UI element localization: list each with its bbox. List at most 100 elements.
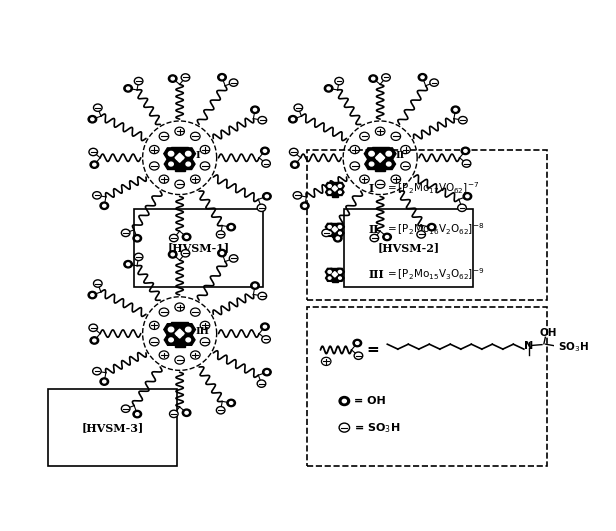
Circle shape (93, 339, 96, 342)
Polygon shape (376, 153, 384, 162)
Circle shape (258, 292, 267, 299)
Circle shape (168, 327, 174, 332)
Circle shape (339, 191, 341, 193)
Circle shape (103, 380, 106, 383)
Polygon shape (175, 336, 185, 347)
Circle shape (461, 147, 470, 155)
Polygon shape (325, 183, 334, 190)
Polygon shape (171, 322, 188, 331)
Text: SO$_3$H: SO$_3$H (558, 340, 590, 354)
Circle shape (121, 405, 130, 413)
Circle shape (181, 74, 190, 81)
Text: [HVSM-3]: [HVSM-3] (82, 422, 144, 433)
Circle shape (322, 357, 331, 365)
Circle shape (291, 118, 294, 121)
Circle shape (221, 252, 224, 254)
Text: III: III (195, 327, 209, 336)
Circle shape (168, 251, 177, 258)
Circle shape (401, 162, 410, 170)
Polygon shape (325, 268, 334, 276)
Circle shape (169, 234, 178, 242)
Circle shape (327, 87, 330, 90)
Circle shape (221, 76, 224, 79)
Text: = OH: = OH (354, 396, 386, 406)
Circle shape (169, 410, 178, 417)
Circle shape (355, 341, 359, 345)
Circle shape (175, 127, 184, 135)
Circle shape (227, 224, 235, 231)
Circle shape (338, 270, 342, 273)
Circle shape (168, 75, 177, 82)
Circle shape (227, 399, 235, 407)
Circle shape (94, 104, 102, 112)
Circle shape (265, 371, 269, 373)
Circle shape (451, 106, 460, 114)
Circle shape (335, 78, 343, 85)
Polygon shape (326, 230, 334, 236)
Circle shape (150, 338, 159, 346)
Circle shape (88, 116, 97, 123)
Circle shape (261, 323, 269, 330)
Circle shape (92, 192, 101, 199)
Circle shape (93, 163, 96, 166)
Polygon shape (336, 230, 344, 236)
Circle shape (229, 79, 238, 87)
Circle shape (369, 151, 375, 156)
Circle shape (386, 162, 391, 166)
Circle shape (401, 145, 410, 153)
Text: $= \left[\mathrm{P_2Mo_{15}V_3O_{62}}\right]^{-9}$: $= \left[\mathrm{P_2Mo_{15}V_3O_{62}}\ri… (385, 267, 484, 282)
Polygon shape (326, 189, 334, 195)
Circle shape (262, 369, 271, 376)
Circle shape (217, 74, 226, 81)
Polygon shape (364, 148, 379, 159)
Text: N: N (524, 341, 533, 351)
Circle shape (370, 234, 379, 242)
Polygon shape (175, 329, 184, 338)
Circle shape (339, 397, 350, 406)
Circle shape (262, 193, 271, 200)
Polygon shape (375, 160, 385, 172)
Circle shape (136, 413, 139, 415)
Circle shape (100, 378, 108, 386)
Circle shape (103, 204, 106, 207)
Circle shape (382, 74, 391, 81)
Circle shape (230, 226, 233, 228)
Circle shape (134, 78, 143, 85)
Circle shape (383, 233, 391, 241)
Circle shape (133, 410, 142, 418)
Polygon shape (332, 186, 338, 191)
Circle shape (350, 162, 360, 170)
Circle shape (171, 77, 174, 80)
Circle shape (185, 327, 191, 332)
Polygon shape (365, 159, 378, 169)
Circle shape (186, 162, 190, 166)
Circle shape (325, 85, 333, 92)
Polygon shape (332, 276, 338, 282)
Polygon shape (336, 275, 344, 281)
Circle shape (294, 104, 302, 112)
Circle shape (257, 380, 265, 387)
Circle shape (159, 308, 169, 316)
Circle shape (293, 192, 302, 199)
Circle shape (466, 195, 469, 198)
Circle shape (182, 233, 191, 241)
Circle shape (421, 76, 424, 79)
Circle shape (253, 108, 257, 111)
Circle shape (258, 116, 267, 124)
Circle shape (328, 270, 331, 273)
Circle shape (169, 338, 173, 342)
FancyBboxPatch shape (307, 307, 547, 466)
Circle shape (333, 235, 342, 242)
Circle shape (338, 226, 342, 228)
Circle shape (190, 175, 200, 183)
Circle shape (464, 149, 467, 152)
Circle shape (430, 79, 439, 87)
Polygon shape (336, 183, 344, 190)
Circle shape (371, 77, 375, 80)
Circle shape (88, 292, 97, 299)
Circle shape (328, 191, 331, 193)
Circle shape (353, 339, 362, 347)
Text: $= \left[\mathrm{P_2Mo_{17}VO_{62}}\right]^{-7}$: $= \left[\mathrm{P_2Mo_{17}VO_{62}}\righ… (385, 181, 479, 196)
Polygon shape (175, 153, 184, 162)
Circle shape (369, 75, 378, 82)
